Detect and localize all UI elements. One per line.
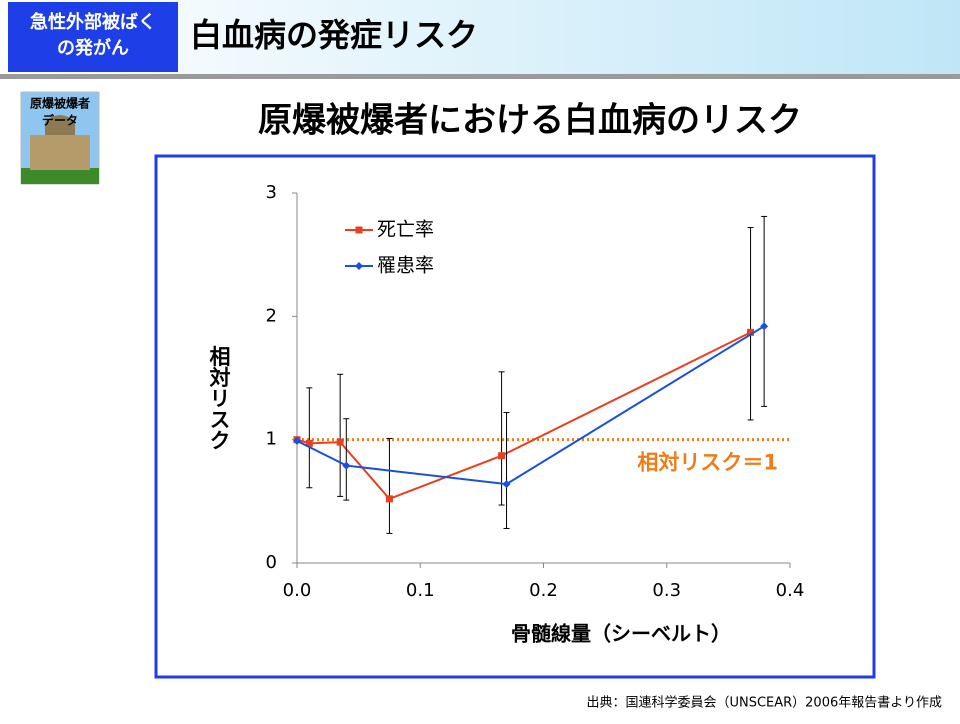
chart-frame bbox=[154, 154, 876, 679]
point bbox=[293, 436, 301, 445]
badge-building bbox=[30, 135, 90, 170]
legend-label: 罹患率 bbox=[377, 255, 434, 277]
source: 出典：国連科学委員会（UNSCEAR）2006年報告書より作成 bbox=[586, 695, 942, 711]
point bbox=[747, 328, 755, 336]
point bbox=[760, 322, 769, 331]
badge-grass bbox=[21, 168, 99, 184]
y-tick-label: 0 bbox=[266, 552, 277, 573]
header-title: 白血病の発症リスク bbox=[190, 16, 478, 54]
section-box bbox=[8, 2, 178, 72]
y-tick-label: 2 bbox=[266, 305, 277, 326]
section-label: 急性外部被ばく bbox=[30, 11, 156, 33]
legend-label: 死亡率 bbox=[377, 219, 434, 241]
series-line bbox=[296, 325, 765, 486]
badge-dome bbox=[45, 115, 75, 135]
x-tick-label: 0.4 bbox=[776, 580, 805, 601]
badge-label: データ bbox=[42, 113, 78, 128]
chart-title: 原爆被爆者における白血病のリスク bbox=[258, 101, 802, 141]
header-shadow bbox=[0, 74, 960, 79]
badge-label: 原爆被爆者 bbox=[30, 96, 90, 111]
point bbox=[498, 452, 506, 460]
x-tick-label: 0.2 bbox=[529, 580, 558, 601]
reference-label: 相対リスク＝1 bbox=[637, 451, 778, 475]
point bbox=[342, 461, 351, 470]
x-tick-label: 0.0 bbox=[283, 580, 312, 601]
x-axis-label: 骨髄線量（シーベルト） bbox=[511, 622, 731, 646]
legend-marker bbox=[355, 262, 363, 270]
point bbox=[502, 480, 511, 489]
legend-marker bbox=[355, 226, 363, 234]
x-tick-label: 0.1 bbox=[406, 580, 435, 601]
point bbox=[385, 495, 393, 503]
y-tick-label: 1 bbox=[266, 429, 277, 450]
badge: 原爆被爆者 データ bbox=[20, 91, 100, 185]
y-axis-label: 相対リスク bbox=[207, 345, 231, 451]
y-tick-label: 3 bbox=[266, 182, 277, 203]
point bbox=[336, 438, 344, 446]
point bbox=[305, 439, 313, 447]
section-label: の発がん bbox=[57, 37, 129, 59]
x-tick-label: 0.3 bbox=[652, 580, 681, 601]
